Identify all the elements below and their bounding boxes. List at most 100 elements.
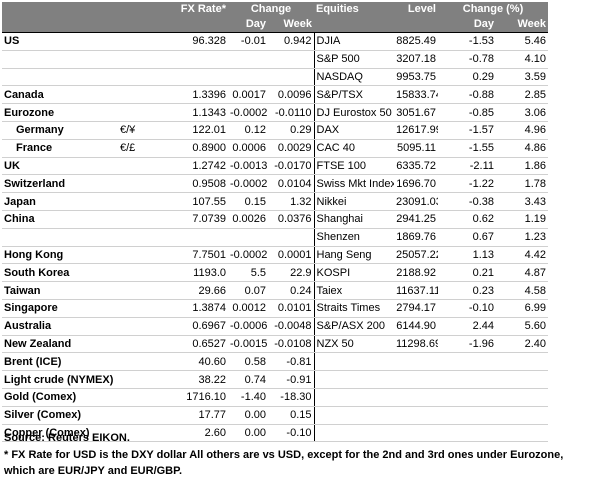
equity-level: 25057.22 — [394, 245, 438, 265]
region: Singapore — [2, 299, 118, 318]
equity-index — [313, 424, 394, 443]
equity-day-change: -1.96 — [438, 335, 496, 354]
equity-index: S&P 500 — [313, 50, 394, 69]
footnote: * FX Rate for USD is the DXY dollar All … — [4, 449, 564, 477]
table-row: Brent (ICE) 40.60 0.58 -0.81 — [2, 352, 548, 372]
fx-week-change: 0.0001 — [268, 245, 314, 265]
equity-day-change: -0.85 — [438, 103, 496, 122]
fx-day-change: -0.0015 — [228, 335, 268, 354]
equity-day-change: -1.53 — [438, 32, 496, 51]
currency-code — [118, 352, 142, 372]
equity-week-change: 6.99 — [496, 299, 548, 318]
equity-week-change: 3.59 — [496, 68, 548, 87]
equity-week-change: 1.86 — [496, 156, 548, 176]
equity-week-change: 1.78 — [496, 174, 548, 194]
equity-day-change — [438, 388, 496, 407]
fx-week-change: 0.15 — [268, 406, 314, 425]
fx-week-change: 0.0376 — [268, 209, 314, 229]
equity-level — [394, 424, 438, 443]
equity-index: DJIA — [313, 32, 394, 51]
region: Switzerland — [2, 174, 118, 194]
equity-week-change — [496, 352, 548, 372]
equity-index: Swiss Mkt Index — [313, 174, 394, 194]
fx-day-change: -0.0002 — [228, 174, 268, 194]
fx-day-change: -1.40 — [228, 388, 268, 407]
region: Gold (Comex) — [2, 388, 118, 407]
currency-code — [118, 335, 142, 354]
fx-rate: 1.3396 — [142, 85, 228, 105]
fx-week-change — [268, 50, 314, 69]
equity-week-change — [496, 424, 548, 443]
fx-week-change: -0.81 — [268, 352, 314, 372]
region: Copper (Comex) — [2, 424, 118, 443]
table-row: US 96.328 -0.01 0.942 DJIA 8825.49 -1.53 5.46 — [2, 32, 548, 51]
fx-day-change: 0.00 — [228, 406, 268, 425]
fx-week-change — [268, 228, 314, 247]
fx-rate: 40.60 — [142, 352, 228, 372]
level-header: Level — [394, 2, 438, 17]
region: Australia — [2, 316, 118, 336]
equity-day-change: 1.13 — [438, 245, 496, 265]
equity-week-change — [496, 406, 548, 425]
currency-code — [118, 299, 142, 318]
region: Light crude (NYMEX) — [2, 370, 118, 389]
currency-code — [118, 156, 142, 176]
fx-day-change: 5.5 — [228, 263, 268, 283]
equity-level: 11637.11 — [394, 281, 438, 300]
fx-rate-header: FX Rate* — [142, 2, 228, 17]
region: China — [2, 209, 118, 229]
equity-day-change: 0.29 — [438, 68, 496, 87]
fx-rate: 1.1343 — [142, 103, 228, 122]
table-row: UK 1.2742 -0.0013 -0.0170 FTSE 100 6335.72 -2.… — [2, 156, 548, 176]
table-row: Eurozone 1.1343 -0.0002 -0.0110 DJ Eurostox … — [2, 103, 548, 122]
equity-week-change: 4.42 — [496, 245, 548, 265]
fx-day-change: 0.0017 — [228, 85, 268, 105]
table-row: Light crude (NYMEX) 38.22 0.74 -0.91 — [2, 370, 548, 389]
table-row: Taiwan 29.66 0.07 0.24 Taiex 11637.11 0.23 4.58 — [2, 281, 548, 300]
currency-code: €/¥ — [118, 121, 142, 140]
currency-code: €/£ — [118, 139, 142, 158]
equity-index: CAC 40 — [313, 139, 394, 158]
currency-code — [118, 406, 142, 425]
fx-rate — [142, 50, 228, 69]
fx-rate: 1.3874 — [142, 299, 228, 318]
table-row: Copper (Comex) 2.60 0.00 -0.10 — [2, 424, 548, 443]
equity-index: KOSPI — [313, 263, 394, 283]
equity-level: 9953.75 — [394, 68, 438, 87]
equity-level: 6335.72 — [394, 156, 438, 176]
equity-index: FTSE 100 — [313, 156, 394, 176]
equity-day-change: -0.88 — [438, 85, 496, 105]
fx-day-change: 0.58 — [228, 352, 268, 372]
fx-week-change: 0.29 — [268, 121, 314, 140]
fx-rate: 7.0739 — [142, 209, 228, 229]
region: France — [2, 139, 118, 158]
fx-week-change: 0.0104 — [268, 174, 314, 194]
equity-day-change: -0.38 — [438, 192, 496, 211]
equity-level — [394, 388, 438, 407]
currency-code — [118, 370, 142, 389]
region — [2, 50, 118, 69]
table-row: China 7.0739 0.0026 0.0376 Shanghai 2941.25 0.… — [2, 209, 548, 229]
currency-code — [118, 316, 142, 336]
equity-level: 5095.11 — [394, 139, 438, 158]
table-row: Switzerland 0.9508 -0.0002 0.0104 Swiss Mkt … — [2, 174, 548, 194]
currency-code — [118, 174, 142, 194]
equity-day-change: -1.22 — [438, 174, 496, 194]
equity-day-change: -0.10 — [438, 299, 496, 318]
equity-index: S&P/ASX 200 — [313, 316, 394, 336]
equity-week-change: 4.86 — [496, 139, 548, 158]
equity-level: 2794.17 — [394, 299, 438, 318]
equity-level: 1869.76 — [394, 228, 438, 247]
region: Germany — [2, 121, 118, 140]
change-header: Change — [228, 2, 314, 17]
equity-day-change: -0.78 — [438, 50, 496, 69]
equity-week-change — [496, 388, 548, 407]
equity-week-change: 4.10 — [496, 50, 548, 69]
fx-week-change — [268, 68, 314, 87]
currency-code — [118, 192, 142, 211]
table-row: NASDAQ 9953.75 0.29 3.59 — [2, 68, 548, 87]
equity-level: 12617.99 — [394, 121, 438, 140]
change-pct-header: Change (%) — [438, 2, 548, 17]
fx-rate: 107.55 — [142, 192, 228, 211]
